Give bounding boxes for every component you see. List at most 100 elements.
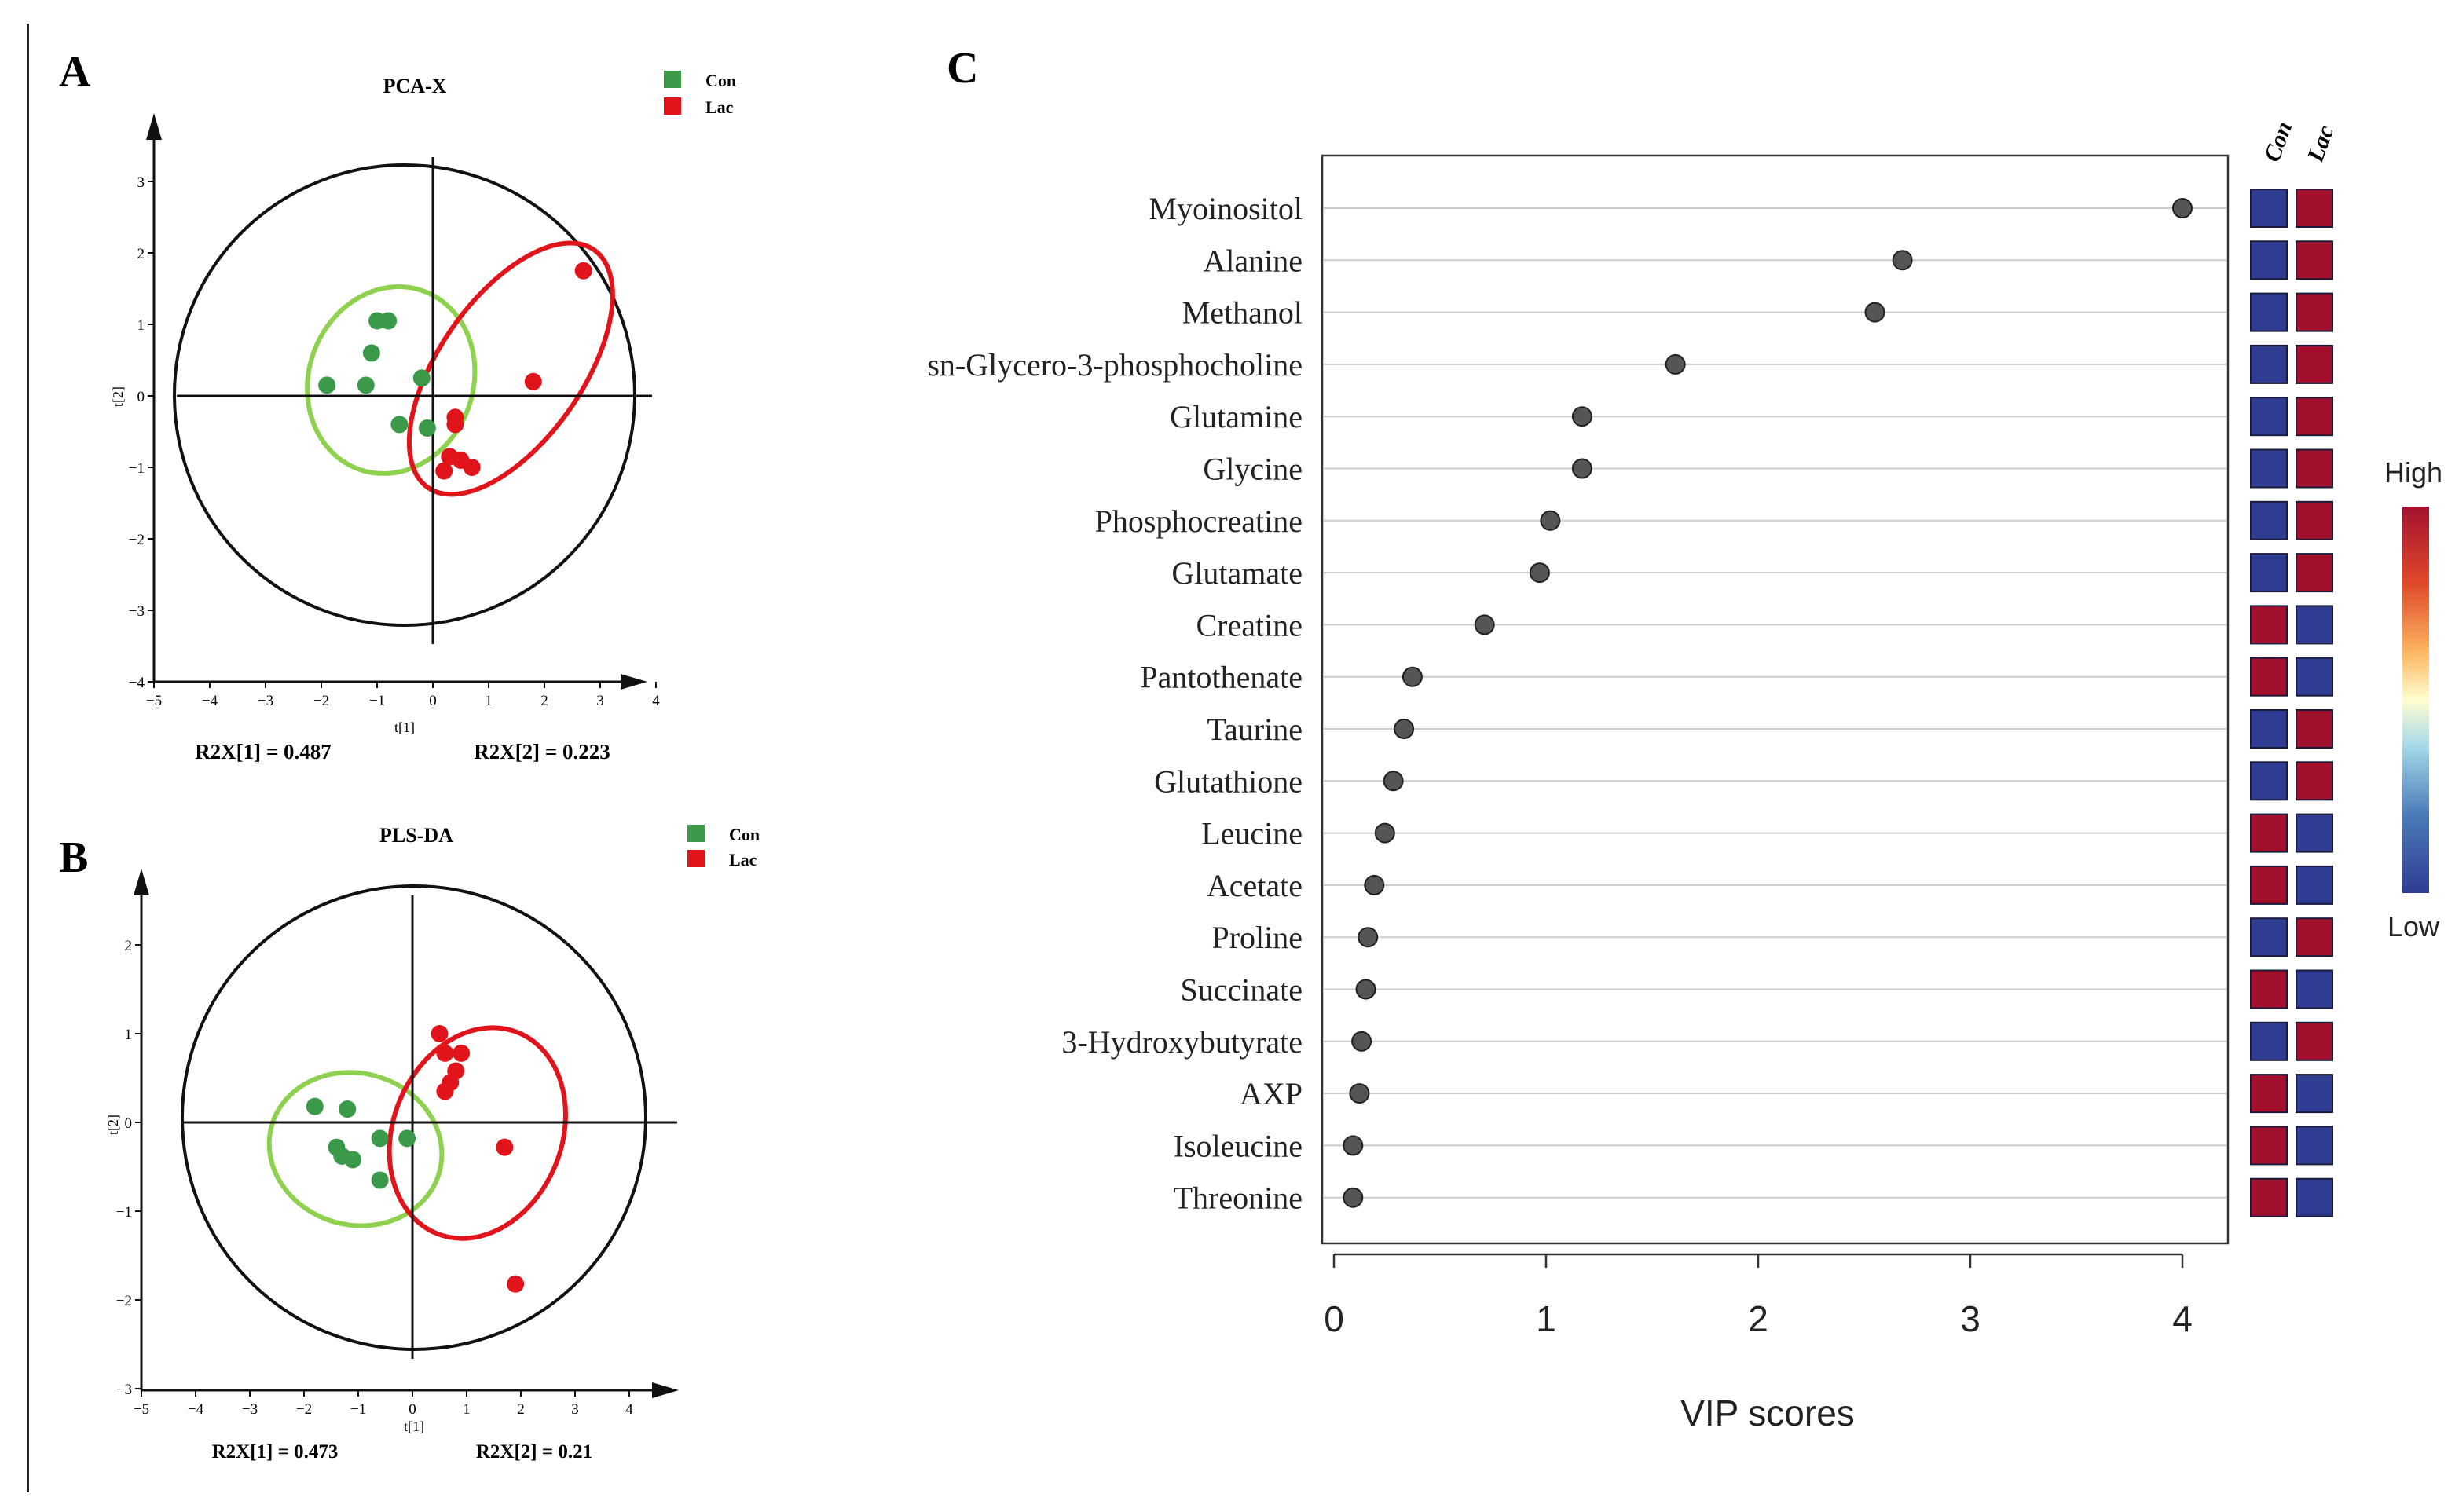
plsda-legend-con-swatch — [687, 825, 705, 842]
pca-x-tick-label: 0 — [429, 693, 437, 709]
heatmap-cell-con — [2250, 969, 2288, 1009]
figure-left-border — [27, 24, 29, 1492]
heatmap-cell-lac — [2296, 500, 2333, 540]
vip-category-label: Glutathione — [1154, 763, 1303, 799]
heatmap-cell-lac — [2296, 448, 2333, 489]
vip-category-label: Methanol — [1182, 295, 1303, 331]
pca-x-tick-label: 2 — [540, 693, 548, 709]
vip-score-dot — [1343, 1187, 1364, 1208]
pca-y-tick-label: −2 — [129, 532, 145, 548]
vip-category-label: Pantothenate — [1140, 660, 1303, 695]
plsda-ylabel: t[2] — [105, 1115, 121, 1135]
colorbar: High Low — [2384, 456, 2442, 943]
pca-point-con — [362, 344, 380, 362]
pca-point-lac — [446, 408, 464, 427]
pca-x-tick-label: −1 — [369, 693, 385, 709]
heatmap-cell-con — [2250, 397, 2288, 437]
pca-x-arrow — [621, 674, 647, 690]
vip-category-label: Leucine — [1201, 816, 1303, 851]
colorbar-high-label: High — [2384, 456, 2442, 489]
pca-legend-lac-label: Lac — [705, 97, 734, 117]
plsda-x-tick-label: 1 — [463, 1401, 471, 1418]
heatmap-cell-con — [2250, 1126, 2288, 1166]
heatmap-cell-con — [2250, 448, 2288, 489]
plsda-footer-r2x2: R2X[2] = 0.21 — [476, 1441, 592, 1463]
plsda-x-arrow — [652, 1382, 679, 1398]
vip-score-dot — [1394, 719, 1415, 739]
heatmap-cell-con — [2250, 917, 2288, 957]
pca-title: PCA-X — [383, 75, 447, 97]
pca-ylabel: t[2] — [110, 386, 126, 407]
pca-footer-r2x1: R2X[1] = 0.487 — [195, 740, 332, 763]
heatmap-cell-lac — [2296, 240, 2333, 280]
vip-category-label: Alanine — [1203, 243, 1303, 278]
vip-xlabel: VIP scores — [1680, 1393, 1855, 1433]
plsda-point-con — [344, 1151, 362, 1169]
vip-score-dot — [1355, 979, 1376, 1000]
colorbar-low-label: Low — [2387, 910, 2440, 943]
pca-point-con — [357, 376, 375, 394]
pca-x-tick-label: 4 — [652, 693, 660, 709]
plsda-x-tick-label: 0 — [409, 1401, 416, 1418]
colorbar-gradient — [2402, 507, 2429, 893]
pca-y-tick-label: 3 — [137, 174, 145, 191]
heatmap-cell-con — [2250, 761, 2288, 801]
heatmap-cell-con — [2250, 865, 2288, 905]
vip-category-label: Acetate — [1207, 868, 1303, 903]
heatmap-cell-lac — [2296, 1021, 2333, 1061]
plsda-points — [306, 1025, 525, 1293]
vip-category-label: Glutamine — [1170, 399, 1303, 434]
vip-heatmap: Con Lac — [2250, 119, 2340, 1217]
vip-plot-frame — [1321, 154, 2230, 1245]
panel-letter-b: B — [59, 833, 88, 882]
vip-category-label: Phosphocreatine — [1095, 503, 1303, 539]
vip-category-label: Myoinositol — [1149, 191, 1303, 226]
plsda-y-tick-label: 2 — [125, 938, 133, 954]
pca-point-con — [412, 369, 431, 387]
heatmap-cell-lac — [2296, 292, 2333, 332]
heatmap-cell-con — [2250, 500, 2288, 540]
plsda-point-lac — [436, 1082, 454, 1100]
panel-letter-c: C — [947, 44, 978, 93]
pca-xlabel: t[1] — [394, 719, 415, 735]
pca-y-tick-label: 0 — [137, 389, 145, 405]
vip-score-dot — [1892, 250, 1913, 271]
vip-x-tick-label: 2 — [1748, 1298, 1768, 1339]
plsda-y-tick-label: 0 — [125, 1115, 133, 1132]
pca-x-tick-label: −4 — [202, 693, 218, 709]
vip-score-dot — [1383, 771, 1404, 792]
plsda-point-con — [339, 1100, 357, 1118]
pca-point-lac — [524, 372, 542, 390]
plsda-point-lac — [507, 1275, 525, 1293]
vip-category-label: Proline — [1211, 920, 1303, 955]
pca-point-lac — [574, 262, 592, 280]
plsda-ellipse-lac — [387, 1025, 568, 1241]
heatmap-cell-lac — [2296, 605, 2333, 645]
heatmap-cell-con — [2250, 1021, 2288, 1061]
plsda-point-lac — [431, 1025, 449, 1042]
pca-x-tick-label: 1 — [485, 693, 493, 709]
vip-panel: Myoinositol Alanine Methanol sn-Glycero-3-p… — [927, 119, 2442, 1433]
heatmap-cell-lac — [2296, 1074, 2333, 1114]
pca-point-lac — [435, 462, 453, 480]
vip-score-dot — [1665, 353, 1686, 375]
plsda-point-con — [398, 1129, 416, 1148]
vip-score-dot — [1571, 406, 1592, 427]
vip-category-label: Taurine — [1207, 712, 1303, 747]
pca-ellipses — [305, 240, 615, 497]
vip-score-dot — [1358, 927, 1379, 948]
pca-footer-r2x2: R2X[2] = 0.223 — [474, 740, 610, 763]
vip-category-label: Isoleucine — [1174, 1128, 1303, 1163]
heatmap-cell-con — [2250, 813, 2288, 853]
pca-point-lac — [463, 459, 481, 476]
vip-x-tick-label: 4 — [2172, 1298, 2193, 1339]
heatmap-cell-lac — [2296, 344, 2333, 384]
heatmap-cell-con — [2250, 657, 2288, 697]
pca-legend-lac-swatch — [664, 97, 681, 115]
vip-score-dot — [1351, 1031, 1372, 1052]
vip-score-dot — [1864, 302, 1885, 323]
vip-category-label: Glycine — [1203, 452, 1303, 487]
vip-category-label: sn-Glycero-3-phosphocholine — [927, 347, 1303, 383]
vip-category-label: AXP — [1240, 1076, 1303, 1111]
